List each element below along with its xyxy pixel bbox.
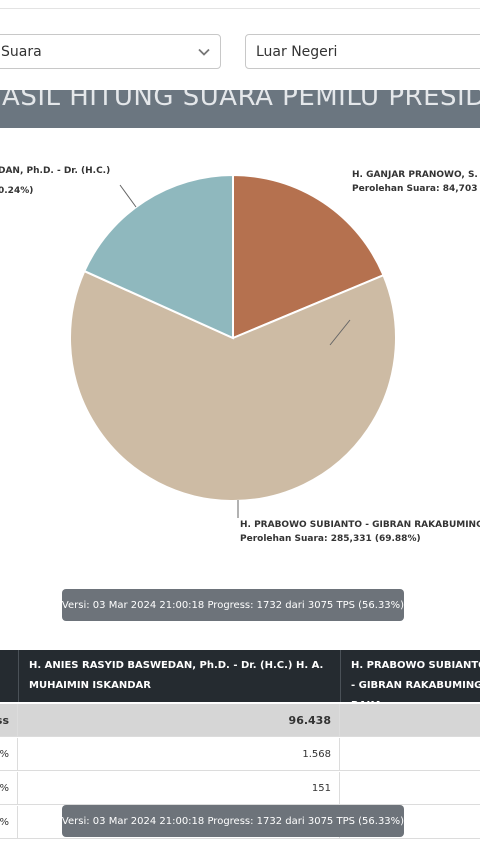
leader-line-ganjar: [329, 319, 351, 346]
version-tooltip: Versi: 03 Mar 2024 21:00:18 Progress: 17…: [62, 589, 404, 621]
chevron-down-icon: [198, 48, 210, 56]
table-row: % 1.568: [0, 738, 480, 771]
banner-title: HASIL HITUNG SUARA PEMILU PRESIDEN & WAK…: [0, 90, 480, 112]
table-header: H. ANIES RASYID BASWEDAN, Ph.D. - Dr. (H…: [0, 650, 480, 711]
pie-slice-ganjar[interactable]: [232, 173, 385, 340]
region-select[interactable]: Luar Negeri: [245, 34, 480, 69]
pie-slice-prabowo[interactable]: [69, 269, 397, 502]
col-header-prabowo: H. PRABOWO SUBIANTO - GIBRAN RAKABUMING …: [340, 650, 480, 711]
col-header-anies: H. ANIES RASYID BASWEDAN, Ph.D. - Dr. (H…: [18, 650, 340, 702]
table-row: % 151: [0, 772, 480, 805]
data-type-select-value: Suara: [1, 43, 42, 60]
leader-line-anies: [119, 184, 137, 208]
vote-pie-chart: [69, 173, 397, 518]
pie-label-anies: DAN, Ph.D. - Dr. (H.C.) 0.24%): [0, 166, 111, 196]
pie-label-ganjar: H. GANJAR PRANOWO, S. Perolehan Suara: 8…: [352, 170, 480, 194]
version-tooltip-bottom: Versi: 03 Mar 2024 21:00:18 Progress: 17…: [62, 805, 404, 837]
table-row: ss 96.438: [0, 704, 480, 737]
section-banner: HASIL HITUNG SUARA PEMILU PRESIDEN & WAK…: [0, 90, 480, 128]
region-select-value: Luar Negeri: [256, 43, 338, 60]
pie-label-prabowo: H. PRABOWO SUBIANTO - GIBRAN RAKABUMING …: [240, 520, 480, 544]
pie-slice-anies[interactable]: [83, 173, 234, 340]
top-divider: [0, 8, 480, 9]
data-type-select[interactable]: Suara: [0, 34, 221, 69]
